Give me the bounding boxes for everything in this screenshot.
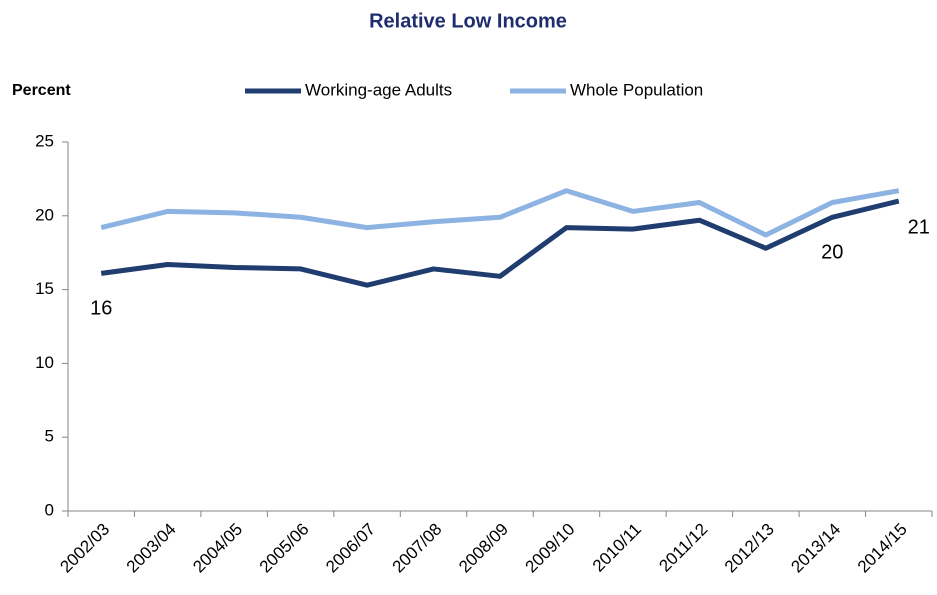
y-tick-label: 20 (35, 205, 54, 224)
x-tick-label: 2013/14 (787, 520, 844, 577)
y-tick-label: 15 (35, 279, 54, 298)
x-tick-label: 2004/05 (189, 520, 246, 577)
data-label: 20 (821, 242, 843, 264)
x-tick-label: 2012/13 (721, 520, 778, 577)
x-tick-label: 2009/10 (522, 520, 579, 577)
legend-label: Working-age Adults (305, 80, 452, 99)
x-tick-label: 2011/12 (655, 520, 711, 576)
y-axis-label: Percent (12, 82, 71, 99)
data-label: 16 (90, 298, 112, 320)
legend-label: Whole Population (570, 80, 703, 99)
x-tick-label: 2008/09 (455, 520, 512, 577)
x-tick-label: 2005/06 (256, 520, 313, 577)
line-series (100, 198, 900, 288)
y-tick-label: 5 (45, 427, 54, 446)
chart-title: Relative Low Income (369, 10, 567, 32)
x-tick-label: 2014/15 (854, 520, 911, 577)
data-label: 21 (908, 216, 930, 238)
x-tick-label: 2006/07 (322, 520, 379, 577)
y-tick-label: 10 (35, 353, 54, 372)
x-tick-label: 2002/03 (56, 520, 113, 577)
x-tick-label: 2010/11 (589, 520, 645, 576)
y-tick-label: 25 (35, 131, 54, 150)
x-tick-label: 2003/04 (123, 520, 180, 577)
line-series (100, 188, 900, 238)
x-tick-label: 2007/08 (389, 520, 446, 577)
y-tick-label: 0 (45, 500, 54, 519)
